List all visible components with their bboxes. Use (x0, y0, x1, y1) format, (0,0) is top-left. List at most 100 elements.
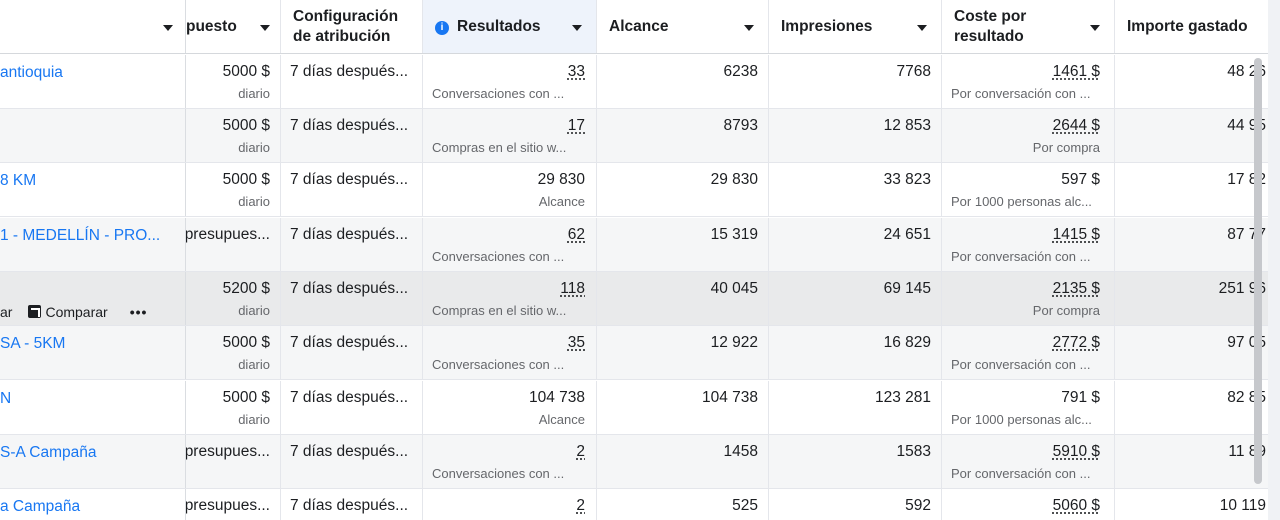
column-header-label: Coste por resultado (954, 7, 1027, 45)
column-header-label: Impresiones (781, 17, 873, 35)
results-value[interactable]: 62 (567, 226, 585, 243)
cost-per-result-value[interactable]: 2772 $ (1052, 334, 1100, 351)
impressions-value: 69 145 (883, 280, 931, 297)
reach-value: 6238 (723, 63, 758, 80)
cost-per-result-value[interactable]: 1461 $ (1052, 63, 1100, 80)
column-header-results[interactable]: i Resultados (423, 0, 597, 53)
impressions-value: 33 823 (883, 171, 931, 188)
budget-value: presupues... (186, 226, 270, 243)
results-value[interactable]: 17 (567, 117, 585, 134)
results-cell: 17 Compras en el sitio w... (423, 109, 597, 162)
sort-arrow-icon[interactable] (1090, 24, 1100, 31)
reach-cell: 1458 (597, 435, 769, 488)
cost-per-result-value[interactable]: 791 $ (1061, 389, 1100, 406)
cost-per-result-type: Por compra (1032, 140, 1100, 155)
more-options-button[interactable]: ••• (129, 304, 148, 320)
compare-icon[interactable] (28, 305, 42, 318)
results-value[interactable]: 118 (560, 280, 585, 297)
budget-period: diario (238, 412, 270, 427)
reach-value: 8793 (723, 117, 758, 134)
cost-per-result-cell: 2644 $ Por compra (942, 109, 1115, 162)
impressions-cell: 7768 (769, 55, 942, 108)
sort-arrow-icon[interactable] (163, 24, 173, 31)
cost-per-result-type: Por conversación con ... (951, 249, 1091, 264)
budget-cell: presupues... (186, 435, 281, 488)
column-header-label: puesto (186, 17, 237, 35)
impressions-cell: 12 853 (769, 109, 942, 162)
attribution-cell: 7 días después... (281, 109, 423, 162)
row-action-partial[interactable]: ar (0, 304, 13, 320)
cost-per-result-type: Por compra (1032, 303, 1100, 318)
cost-per-result-value[interactable]: 597 $ (1061, 171, 1100, 188)
info-icon[interactable]: i (435, 20, 449, 35)
campaign-name-link[interactable]: antioquia (0, 64, 63, 81)
campaign-name-link[interactable]: 8 KM (0, 172, 37, 189)
impressions-cell: 592 (769, 489, 942, 520)
sort-arrow-icon[interactable] (260, 24, 270, 31)
campaign-name-link[interactable]: a Campaña (0, 498, 81, 515)
attribution-value: 7 días después... (290, 334, 409, 351)
campaign-name-link[interactable]: 1 - MEDELLÍN - PRO... (0, 227, 161, 244)
compare-button[interactable]: Comparar (45, 304, 108, 320)
table-row[interactable]: a Campaña presupues... 7 días después... 2 5… (0, 489, 1270, 520)
column-header-cost-per-result[interactable]: Coste por resultado (942, 0, 1115, 53)
reach-cell: 29 830 (597, 163, 769, 216)
table-row[interactable]: S-A Campaña presupues... 7 días después...… (0, 435, 1270, 489)
results-value[interactable]: 2 (576, 497, 585, 514)
column-header-impressions[interactable]: Impresiones (769, 0, 942, 53)
budget-cell: presupues... (186, 489, 281, 520)
budget-period: diario (238, 357, 270, 372)
reach-cell: 104 738 (597, 381, 769, 434)
results-value[interactable]: 33 (567, 63, 585, 80)
attribution-cell: 7 días después... (281, 326, 423, 379)
results-value[interactable]: 35 (567, 334, 585, 351)
budget-value: 5000 $ (222, 334, 270, 351)
table-row[interactable]: 1 - MEDELLÍN - PRO... presupues... 7 días … (0, 218, 1270, 272)
table-row[interactable]: SA - 5KM 5000 $ diario 7 días después... 35 C… (0, 326, 1270, 380)
budget-value: 5000 $ (222, 171, 270, 188)
table-row[interactable]: antioquia 5000 $ diario 7 días después... 33… (0, 55, 1270, 109)
budget-cell: 5000 $ diario (186, 55, 281, 108)
reach-cell: 12 922 (597, 326, 769, 379)
column-header-label: Importe gastado (1127, 17, 1248, 35)
sort-arrow-icon[interactable] (917, 24, 927, 31)
vertical-scrollbar[interactable] (1254, 58, 1262, 484)
column-header-budget[interactable]: puesto (186, 0, 281, 53)
column-header-name[interactable] (0, 0, 186, 53)
cost-per-result-value[interactable]: 2644 $ (1052, 117, 1100, 134)
reach-value: 1458 (723, 443, 758, 460)
results-cell: 33 Conversaciones con ... (423, 55, 597, 108)
results-value[interactable]: 29 830 (537, 171, 585, 188)
campaign-name-cell (0, 109, 186, 162)
sort-arrow-icon[interactable] (744, 24, 754, 31)
budget-period: diario (238, 140, 270, 155)
cost-per-result-cell: 5060 $ (942, 489, 1115, 520)
results-type: Conversaciones con ... (432, 249, 565, 264)
table-row[interactable]: 8 KM 5000 $ diario 7 días después... 29 830 A… (0, 163, 1270, 217)
table-row[interactable]: ar Comparar ••• 5200 $ diario 7 días después.… (0, 272, 1270, 326)
campaign-name-link[interactable]: N (0, 390, 12, 407)
cost-per-result-value[interactable]: 5910 $ (1052, 443, 1100, 460)
column-header-label: Configuración de atribución (293, 7, 399, 45)
page-edge (1268, 0, 1280, 520)
table-row[interactable]: 5000 $ diario 7 días después... 17 Compras e… (0, 109, 1270, 163)
cost-per-result-value[interactable]: 1415 $ (1052, 226, 1100, 243)
attribution-cell: 7 días después... (281, 272, 423, 325)
results-type: Alcance (538, 194, 585, 209)
row-actions: ar Comparar ••• (0, 304, 147, 320)
attribution-value: 7 días después... (290, 389, 409, 406)
cost-per-result-value[interactable]: 5060 $ (1052, 497, 1100, 514)
campaign-name-link[interactable]: SA - 5KM (0, 335, 66, 352)
results-value[interactable]: 104 738 (528, 389, 585, 406)
column-header-amount-spent[interactable]: Importe gastado (1115, 0, 1270, 53)
cost-per-result-cell: 2772 $ Por conversación con ... (942, 326, 1115, 379)
cost-per-result-value[interactable]: 2135 $ (1052, 280, 1100, 297)
budget-cell: 5000 $ diario (186, 381, 281, 434)
table-row[interactable]: N 5000 $ diario 7 días después... 104 738 Alc… (0, 381, 1270, 435)
amount-spent-cell: 48 2⁠6 (1115, 55, 1270, 108)
sort-arrow-icon[interactable] (572, 24, 582, 31)
column-header-attribution[interactable]: Configuración de atribución (281, 0, 423, 53)
campaign-name-link[interactable]: S-A Campaña (0, 444, 97, 461)
results-value[interactable]: 2 (576, 443, 585, 460)
column-header-reach[interactable]: Alcance (597, 0, 769, 53)
